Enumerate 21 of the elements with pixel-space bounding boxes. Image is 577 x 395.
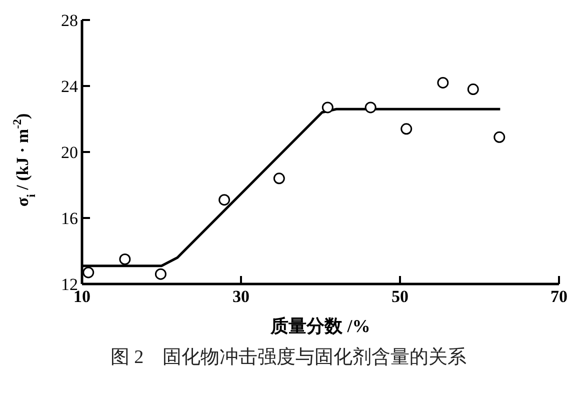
point: [322, 102, 334, 114]
y-tick-label: 20: [61, 143, 78, 162]
x-tick-label: 50: [392, 287, 408, 306]
point: [364, 102, 376, 114]
point: [467, 84, 479, 96]
point: [119, 254, 131, 265]
x-tick-label: 10: [74, 287, 90, 306]
y-tick-label: 28: [61, 11, 78, 30]
x-tick-label: 30: [232, 287, 250, 306]
point: [154, 268, 166, 280]
y-tick-label: 16: [61, 209, 78, 228]
point: [82, 266, 94, 278]
point: [400, 123, 412, 135]
y-tick-label: 24: [61, 77, 78, 96]
caption: 图 2 固化物冲击强度与固化剂含量的关系: [109, 346, 468, 370]
point: [494, 131, 506, 143]
point: [437, 76, 449, 88]
x-tick-label: 70: [550, 287, 568, 306]
point: [218, 194, 230, 206]
x-axis-title: 质量分数 /%: [270, 316, 370, 336]
point: [273, 172, 285, 184]
